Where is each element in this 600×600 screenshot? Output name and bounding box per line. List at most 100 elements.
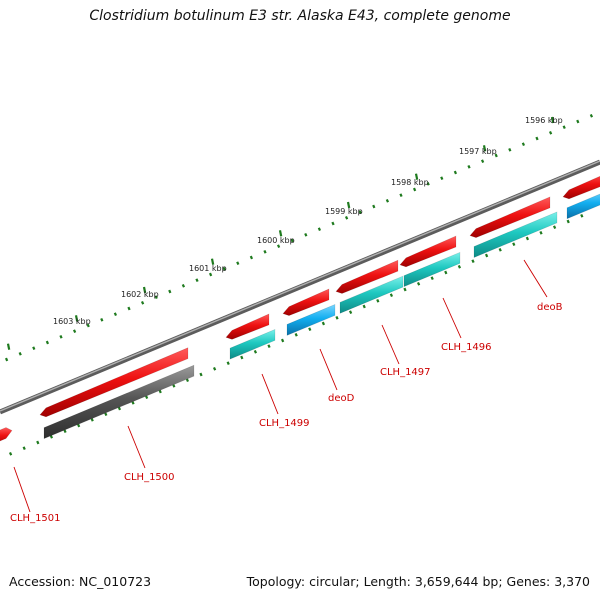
scale-label-1598: 1598 kbp: [391, 178, 429, 187]
inner-dot: [416, 282, 421, 286]
gene-clh-1497[interactable]: [339, 275, 404, 314]
inner-dot: [90, 418, 94, 422]
inner-dot: [512, 242, 516, 246]
scale-dot: [576, 119, 580, 124]
scale-major-tick: [346, 201, 351, 209]
inner-dot: [389, 293, 394, 297]
inner-ticks: [8, 214, 584, 456]
scale-dot: [181, 284, 186, 288]
inner-dot: [566, 219, 570, 224]
scale-label-1603: 1603 kbp: [53, 317, 91, 326]
inner-dot: [552, 225, 557, 229]
inner-dot: [158, 389, 162, 394]
leader-clh-1496: [442, 297, 462, 339]
inner-dot: [267, 344, 271, 348]
inner-dot: [22, 446, 26, 450]
scale-dot: [453, 170, 458, 175]
inner-dot: [172, 384, 176, 388]
scale-dot: [100, 318, 104, 322]
scale-label-1601: 1601 kbp: [189, 264, 227, 273]
scale-dot: [18, 352, 22, 356]
inner-dot: [253, 350, 258, 354]
inner-dot: [36, 440, 40, 445]
inner-dot: [376, 299, 380, 303]
genome-summary-text: Topology: circular; Length: 3,659,644 bp…: [246, 574, 590, 589]
gene-label-deod[interactable]: deoD: [328, 393, 355, 404]
gene-clh-1496[interactable]: [403, 251, 461, 288]
gene-clh-1500-fwd[interactable]: [39, 347, 189, 418]
scale-major-tick: [210, 258, 215, 265]
scale-dot: [494, 153, 498, 158]
scale-dot: [222, 267, 226, 271]
scale-dot: [263, 250, 267, 254]
genome-backbone: [0, 159, 600, 415]
scale-dot: [535, 136, 539, 141]
inner-dot: [430, 276, 434, 280]
gene-label-deob[interactable]: deoB: [537, 302, 563, 313]
inner-dot: [308, 327, 312, 331]
inner-dot: [335, 316, 339, 320]
gene-clh-1499-fwd[interactable]: [225, 313, 270, 340]
scale-dot: [72, 329, 77, 333]
inner-dot: [199, 372, 203, 377]
gene-deob[interactable]: [473, 211, 558, 258]
scale-dot: [508, 148, 512, 152]
leader-clh-1497: [381, 324, 400, 365]
inner-dot: [539, 231, 543, 235]
leader-clh-1500: [127, 425, 146, 469]
scale-major-tick: [6, 343, 11, 350]
gene-clh-1500[interactable]: [43, 364, 195, 440]
scale-dot: [195, 278, 199, 282]
gene-label-clh-1499[interactable]: CLH_1499: [259, 418, 310, 429]
leader-clh-1499: [261, 373, 279, 415]
scale-dot: [467, 165, 471, 169]
inner-dot: [484, 253, 489, 258]
inner-dot: [8, 452, 13, 456]
gene-next[interactable]: [566, 190, 600, 220]
gene-deod[interactable]: [286, 303, 336, 336]
inner-dot: [580, 214, 584, 218]
gene-deod-fwd[interactable]: [282, 288, 330, 316]
scale-dot: [480, 159, 485, 163]
gene-clh-1496-fwd[interactable]: [399, 235, 457, 268]
leader-deod: [319, 348, 338, 391]
leader-deob: [523, 259, 548, 298]
scale-dot: [140, 301, 145, 305]
gene-label-clh-1500[interactable]: CLH_1500: [124, 472, 175, 483]
gene-next-fwd[interactable]: [562, 172, 600, 200]
scale-dot: [127, 306, 131, 311]
gene-deob-fwd[interactable]: [469, 196, 551, 238]
inner-dot: [525, 236, 530, 241]
scale-dot: [168, 289, 172, 294]
gene-label-clh-1501[interactable]: CLH_1501: [10, 513, 61, 524]
scale-dot: [372, 204, 376, 209]
scale-major-tick: [550, 116, 555, 124]
scale-label-1596: 1596 kbp: [525, 116, 563, 125]
scale-major-tick: [482, 145, 487, 152]
inner-dot: [212, 367, 217, 371]
gene-label-clh-1497[interactable]: CLH_1497: [380, 367, 431, 378]
scale-dot: [548, 131, 553, 135]
inner-dot: [144, 395, 149, 399]
inner-dot: [471, 259, 475, 263]
scale-dot: [249, 255, 254, 260]
scale-dot: [344, 216, 349, 220]
gene-clh-1499[interactable]: [229, 328, 276, 360]
inner-dot: [444, 270, 448, 275]
scale-dot: [208, 272, 213, 277]
inner-dot: [117, 406, 122, 411]
inner-dot: [498, 248, 502, 252]
gene-label-clh-1496[interactable]: CLH_1496: [441, 342, 492, 353]
scale-label-1602: 1602 kbp: [121, 290, 159, 299]
leader-clh-1501: [13, 466, 31, 513]
gene-clh-1497-fwd[interactable]: [335, 259, 399, 294]
scale-dot: [4, 357, 9, 362]
scale-dot: [562, 125, 566, 129]
accession-text: Accession: NC_010723: [9, 574, 152, 589]
scale-dot: [331, 221, 335, 226]
map-title: Clostridium botulinum E3 str. Alaska E43…: [89, 8, 511, 24]
scale-dot: [113, 312, 118, 316]
gene-clh-1501[interactable]: [0, 427, 13, 446]
inner-dot: [76, 423, 81, 428]
inner-dot: [280, 338, 285, 343]
